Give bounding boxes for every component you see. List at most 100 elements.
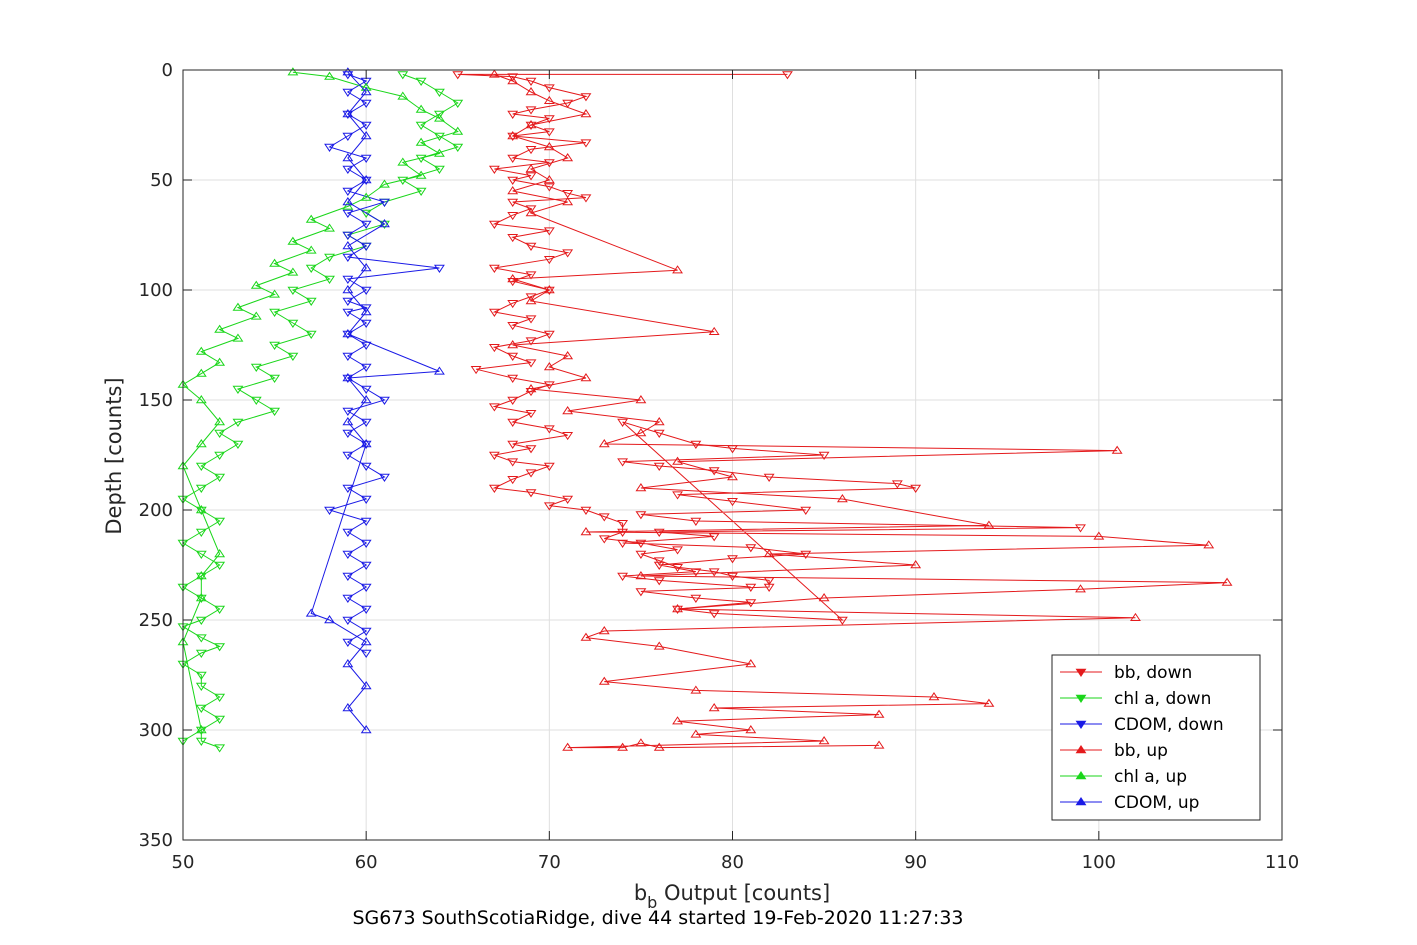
data-point (342, 373, 354, 382)
data-point (360, 539, 372, 548)
data-point (433, 366, 445, 375)
data-point (525, 208, 537, 217)
data-point (360, 286, 372, 295)
data-point (342, 329, 354, 338)
data-point (1075, 524, 1086, 533)
data-point (214, 417, 226, 426)
data-point (360, 82, 372, 91)
data-point (360, 131, 372, 140)
data-point (507, 154, 519, 163)
data-point (507, 418, 519, 427)
data-point (507, 340, 519, 349)
data-point (543, 256, 555, 265)
data-point (415, 77, 427, 86)
chart-title: SG673 SouthScotiaRidge, dive 44 started … (352, 907, 963, 929)
data-point (360, 440, 372, 449)
x-tick-label: 70 (538, 852, 561, 873)
data-point (342, 297, 354, 306)
x-axis-label-main: b (634, 881, 647, 905)
data-point (342, 308, 354, 317)
data-point (342, 132, 354, 141)
legend-box (1051, 654, 1261, 821)
data-point (379, 219, 390, 228)
data-point (379, 220, 390, 229)
data-point (507, 374, 519, 383)
x-axis-label-rest: Output [counts] (657, 881, 830, 905)
data-point (269, 341, 281, 350)
data-point (562, 432, 574, 441)
data-point (342, 374, 354, 383)
data-point (342, 275, 354, 284)
x-tick-label: 60 (355, 852, 378, 873)
data-point (562, 742, 574, 751)
data-point (672, 265, 683, 274)
data-point (562, 197, 574, 206)
legend-swatch-marker (1075, 720, 1087, 729)
data-point (745, 544, 757, 553)
data-point (360, 495, 372, 504)
data-point (488, 69, 500, 78)
data-point (214, 429, 226, 438)
data-point (360, 307, 372, 316)
data-point (470, 366, 482, 375)
legend-swatch-marker (1075, 694, 1087, 703)
data-point (214, 549, 226, 558)
data-point (342, 407, 354, 416)
data-point (580, 373, 592, 382)
data-point (433, 264, 445, 273)
data-point (360, 395, 372, 404)
data-point (928, 692, 940, 701)
data-point (342, 187, 354, 196)
y-axis-ticks: 0 50 100 150 200 250 300 350 (139, 60, 1282, 851)
data-point (360, 175, 372, 184)
data-point (507, 352, 519, 361)
data-point (562, 190, 574, 199)
data-point (672, 564, 683, 573)
data-point (360, 605, 372, 614)
data-point (195, 649, 207, 658)
data-point (525, 293, 537, 302)
data-point (360, 649, 372, 658)
data-point (617, 520, 629, 529)
data-point (708, 533, 720, 542)
data-point (672, 604, 683, 613)
data-point (543, 115, 555, 124)
data-point (360, 304, 372, 313)
data-point (214, 693, 226, 702)
legend-swatch-marker (1075, 771, 1087, 780)
data-point (983, 520, 995, 529)
data-point (763, 473, 775, 482)
data-point (360, 176, 372, 185)
data-point (397, 71, 409, 80)
data-point (397, 157, 409, 166)
data-point (342, 67, 354, 76)
data-point (195, 726, 207, 735)
data-point (379, 179, 390, 188)
data-point (488, 308, 500, 317)
series-line (457, 73, 1081, 621)
series-1 (177, 71, 464, 753)
data-point (195, 506, 207, 515)
data-point (342, 451, 354, 460)
data-point (287, 319, 299, 328)
data-point (598, 513, 610, 522)
data-point (543, 95, 555, 104)
data-point (983, 698, 995, 707)
data-point (433, 148, 445, 157)
legend-entry: bb, down (1060, 663, 1192, 683)
data-point (360, 637, 372, 646)
data-point (269, 374, 281, 383)
data-point (342, 703, 354, 712)
data-point (635, 539, 647, 548)
data-point (452, 71, 464, 80)
data-point (525, 445, 537, 454)
data-point (891, 480, 903, 489)
data-point (195, 682, 207, 691)
data-point (415, 121, 427, 130)
data-point (360, 583, 372, 592)
data-point (214, 357, 226, 366)
data-point (635, 395, 647, 404)
data-point (360, 439, 372, 448)
x-tick-label: 100 (1082, 852, 1116, 873)
data-point (653, 417, 665, 426)
